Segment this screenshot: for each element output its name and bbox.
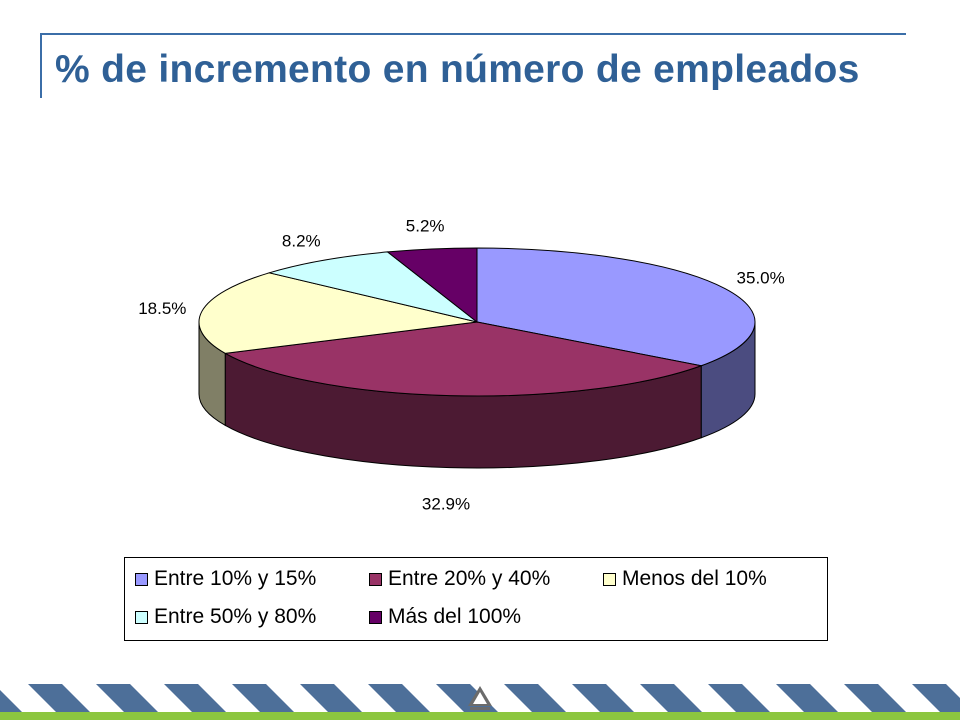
footer-stripe-pattern xyxy=(0,684,960,714)
pie-label-m-s-del-100: 5.2% xyxy=(406,216,445,235)
legend-label: Menos del 10% xyxy=(622,567,767,590)
footer-stripe xyxy=(572,684,636,714)
legend-item-entre-20-40: Entre 20% y 40% xyxy=(369,567,550,591)
legend-label: Entre 10% y 15% xyxy=(154,567,317,590)
legend-label: Más del 100% xyxy=(388,605,522,628)
chart-legend: Entre 10% y 15% Entre 20% y 40% Menos de… xyxy=(124,557,828,641)
legend-label: Entre 50% y 80% xyxy=(154,605,317,628)
footer-stripe xyxy=(164,684,228,714)
title-rule-top xyxy=(40,33,906,35)
pie-label-menos-del-10: 18.5% xyxy=(138,299,186,318)
pie-label-entre-10-y-15: 35.0% xyxy=(737,269,785,288)
legend-swatch xyxy=(603,572,616,586)
footer-stripe xyxy=(368,684,432,714)
footer-stripe xyxy=(708,684,772,714)
footer-stripe xyxy=(912,684,960,714)
pie-slice-m-s-del-100 xyxy=(386,247,478,324)
footer-stripe xyxy=(504,684,568,714)
company-logo-icon xyxy=(468,686,492,710)
legend-swatch xyxy=(369,610,382,624)
pie-tops xyxy=(198,247,756,397)
pie-label-entre-20-y-40: 32.9% xyxy=(422,495,470,514)
footer-green-bar xyxy=(0,712,960,720)
footer-stripe xyxy=(844,684,908,714)
slide-title: % de incremento en número de empleados xyxy=(55,48,860,91)
legend-swatch xyxy=(135,610,148,624)
legend-item-entre-50-80: Entre 50% y 80% xyxy=(135,605,316,629)
footer-stripe xyxy=(300,684,364,714)
legend-item-entre-10-15: Entre 10% y 15% xyxy=(135,567,316,591)
pie-slice-menos-del-10 xyxy=(198,272,478,354)
pie-label-entre-50-y-80: 8.2% xyxy=(282,231,321,250)
legend-item-menos-10: Menos del 10% xyxy=(603,567,767,591)
pie-slice-entre-20-y-40 xyxy=(223,321,704,397)
legend-swatch xyxy=(135,572,148,586)
footer-stripes xyxy=(0,684,960,714)
legend-item-mas-100: Más del 100% xyxy=(369,605,521,629)
footer-stripe xyxy=(436,684,500,714)
legend-label: Entre 20% y 40% xyxy=(388,567,551,590)
pie-chart: 35.0% 32.9% 18.5% 8.2% 5.2% xyxy=(138,216,785,513)
pie-slice-entre-10-y-15 xyxy=(476,247,756,367)
footer-stripe xyxy=(96,684,160,714)
pie-slice-entre-50-y-80 xyxy=(267,251,478,323)
footer-stripe xyxy=(0,690,24,714)
footer-stripe xyxy=(640,684,704,714)
title-rule-left xyxy=(40,33,42,98)
footer-stripe xyxy=(776,684,840,714)
pie-labels: 35.0% 32.9% 18.5% 8.2% 5.2% xyxy=(138,216,785,513)
footer-stripe xyxy=(232,684,296,714)
footer-stripe xyxy=(28,684,92,714)
legend-swatch xyxy=(369,572,382,586)
